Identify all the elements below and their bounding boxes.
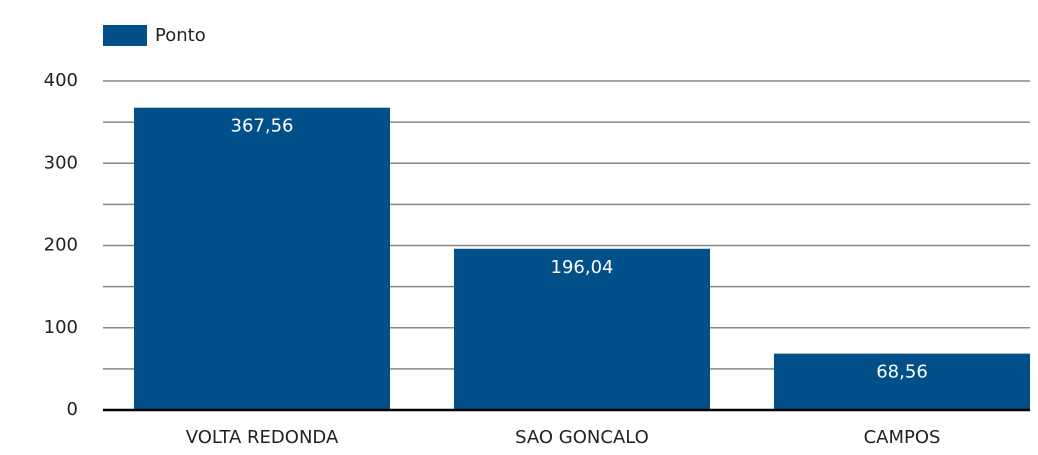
y-tick-label: 300 [44, 152, 78, 173]
x-tick-label: SAO GONCALO [515, 427, 649, 448]
x-tick-label: VOLTA REDONDA [186, 427, 339, 448]
bar [454, 248, 710, 410]
value-label: 196,04 [551, 257, 614, 278]
y-tick-label: 200 [44, 235, 78, 256]
y-tick-label: 100 [44, 317, 78, 338]
y-tick-label: 0 [67, 399, 78, 420]
value-label: 367,56 [231, 116, 294, 137]
value-label: 68,56 [876, 362, 928, 383]
legend-label: Ponto [155, 25, 206, 46]
x-tick-label: CAMPOS [864, 427, 941, 448]
y-tick-label: 400 [44, 70, 78, 91]
bar [774, 353, 1030, 410]
bar [134, 107, 390, 411]
legend-swatch [103, 25, 147, 46]
